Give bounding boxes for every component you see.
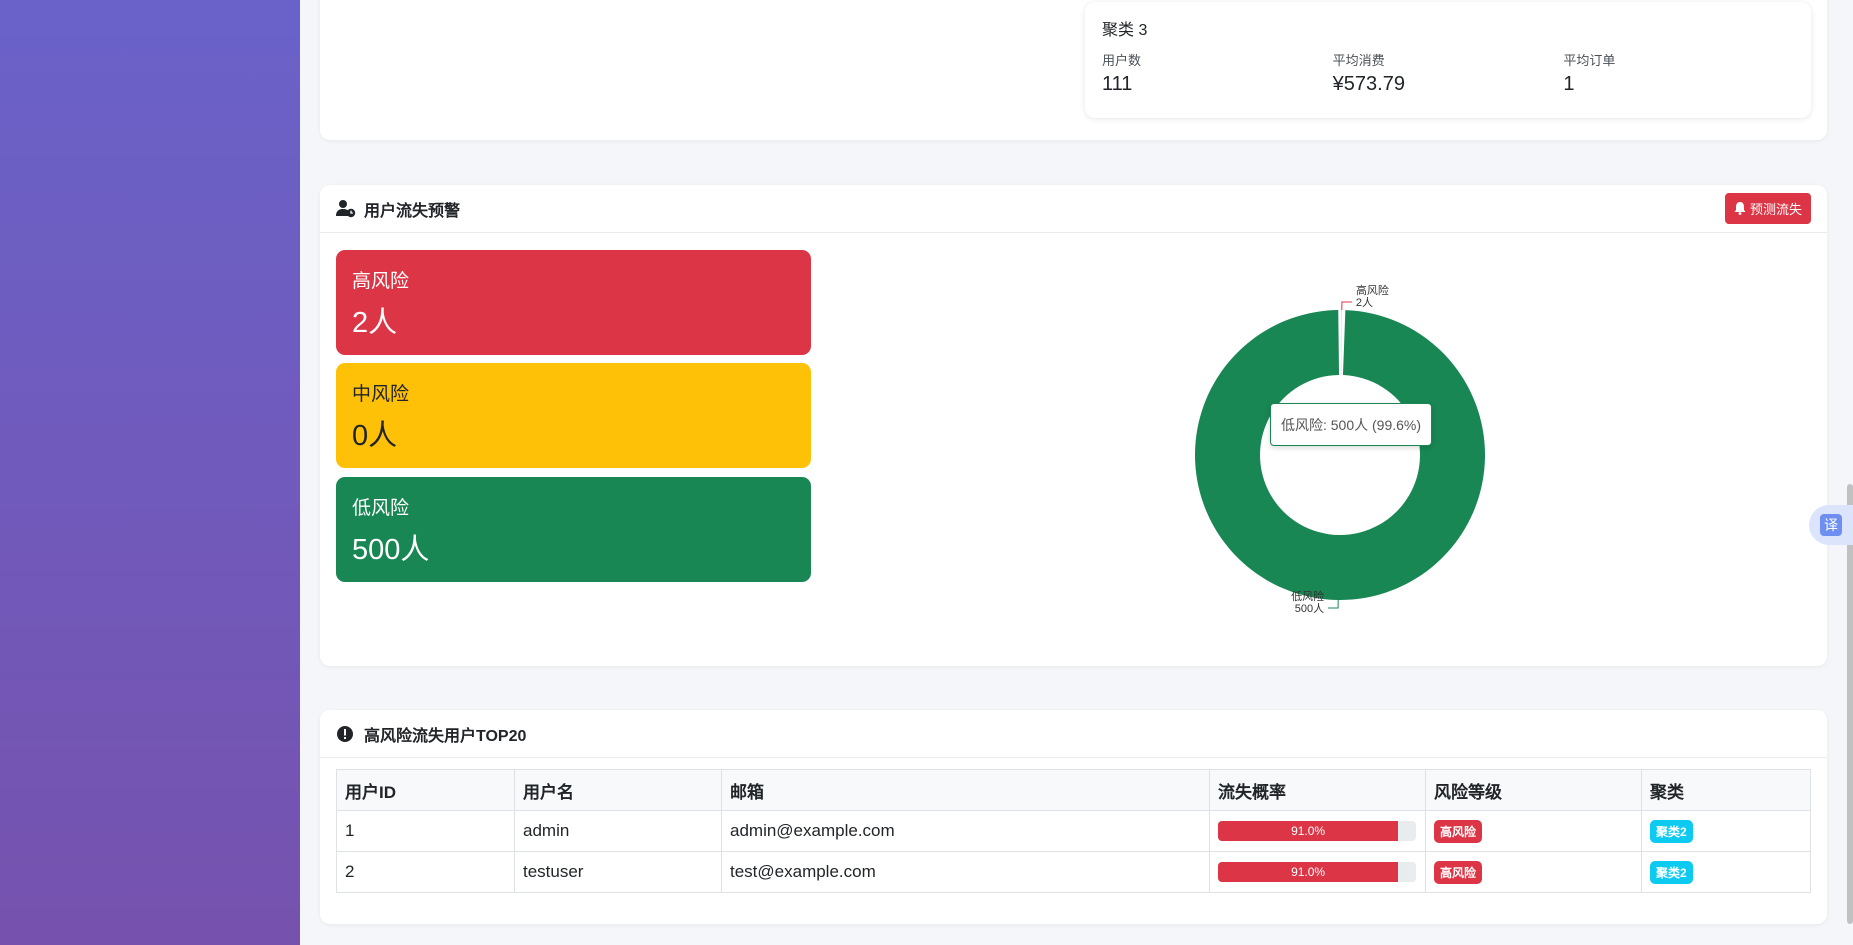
column-header[interactable]: 流失概率 [1209,769,1426,811]
risk-card-low: 低风险 500人 [336,477,811,582]
cell-user-id: 2 [336,851,515,893]
cell-churn-prob: 91.0% [1209,810,1426,852]
cell-username: testuser [514,851,722,893]
cluster-title: 聚类 3 [1102,22,1148,39]
column-header[interactable]: 邮箱 [721,769,1210,811]
exclamation-circle-icon [337,725,353,742]
donut-slice-2[interactable] [1195,310,1485,600]
high-risk-table-card: 高风险流失用户TOP20 用户ID 用户名 邮箱 流失概率 风险等级 聚类 1 … [320,710,1827,924]
leader-line [1341,301,1352,311]
cell-churn-prob: 91.0% [1209,851,1426,893]
chart-tooltip: 低风险: 500人 (99.6%) [1270,403,1432,446]
main-content: 聚类 3 用户数 111 平均消费 ¥573.79 平均订单 1 [300,0,1853,945]
risk-count: 0人 [352,420,398,452]
churn-progress-bar: 91.0% [1218,862,1416,882]
cell-email: test@example.com [721,851,1210,893]
card-header: 用户流失预警 预测流失 [320,185,1827,233]
risk-card-medium: 中风险 0人 [336,363,811,468]
churn-progress-bar: 91.0% [1218,821,1416,841]
card-title: 高风险流失用户TOP20 [364,727,527,745]
bell-icon [1734,202,1746,215]
cluster-badge: 聚类2 [1650,819,1693,843]
predict-churn-button[interactable]: 预测流失 [1724,193,1811,224]
translate-button[interactable]: 译 [1809,505,1853,545]
cluster-badge: 聚类2 [1650,860,1693,884]
cluster-stat-avg-orders: 平均订单 1 [1563,50,1794,96]
card-title: 用户流失预警 [364,202,461,220]
column-header[interactable]: 用户名 [514,769,722,811]
cell-cluster: 聚类2 [1641,810,1811,852]
predict-button-label: 预测流失 [1749,202,1802,217]
scrollbar-thumb[interactable] [1847,484,1853,924]
cluster-stat-users: 用户数 111 [1102,50,1333,96]
progress-fill: 91.0% [1218,821,1399,841]
donut-label: 高风险 2人 [1356,283,1389,309]
risk-badge: 高风险 [1434,819,1483,843]
leader-line [1328,599,1339,609]
stat-label: 平均订单 [1563,53,1616,68]
risk-count: 2人 [352,307,398,339]
table-row[interactable]: 1 admin admin@example.com 91.0% 高风险 聚类2 [336,810,1811,852]
cluster-box: 聚类 3 用户数 111 平均消费 ¥573.79 平均订单 1 [1085,2,1811,118]
risk-badge: 高风险 [1434,860,1483,884]
donut-label: 低风险 500人 [1291,589,1324,615]
cell-email: admin@example.com [721,810,1210,852]
cell-cluster: 聚类2 [1641,851,1811,893]
high-risk-users-table: 用户ID 用户名 邮箱 流失概率 风险等级 聚类 1 admin admin@e… [336,769,1811,893]
churn-warning-card: 用户流失预警 预测流失 高风险 2人 中风险 0人 低风险 500人 高风险 2人… [320,185,1827,666]
user-clock-icon [336,199,356,217]
cell-risk-level: 高风险 [1425,851,1642,893]
risk-card-high: 高风险 2人 [336,250,811,355]
cell-username: admin [514,810,722,852]
card-header: 高风险流失用户TOP20 [320,710,1827,758]
stat-value: ¥573.79 [1332,73,1405,95]
stat-value: 1 [1563,73,1575,95]
cluster-card: 聚类 3 用户数 111 平均消费 ¥573.79 平均订单 1 [320,0,1827,140]
risk-count: 500人 [352,534,430,566]
stat-value: 111 [1102,73,1133,95]
donut-slice-0[interactable] [1340,310,1342,376]
cell-user-id: 1 [336,810,515,852]
table-row[interactable]: 2 testuser test@example.com 91.0% 高风险 聚类… [336,851,1811,893]
column-header[interactable]: 用户ID [336,769,515,811]
risk-label: 中风险 [352,384,410,405]
sidebar [0,0,300,945]
risk-label: 低风险 [352,498,410,519]
column-header[interactable]: 风险等级 [1425,769,1642,811]
cluster-stats: 用户数 111 平均消费 ¥573.79 平均订单 1 [1102,50,1794,96]
column-header[interactable]: 聚类 [1641,769,1811,811]
stat-label: 用户数 [1102,53,1142,68]
translate-icon: 译 [1820,514,1842,536]
cell-risk-level: 高风险 [1425,810,1642,852]
stat-label: 平均消费 [1332,53,1385,68]
progress-fill: 91.0% [1218,862,1399,882]
risk-label: 高风险 [352,271,410,292]
churn-donut-chart[interactable]: 高风险 2人低风险 500人 [1140,270,1540,640]
table-header-row: 用户ID 用户名 邮箱 流失概率 风险等级 聚类 [336,769,1811,811]
cluster-stat-avg-spend: 平均消费 ¥573.79 [1333,50,1564,96]
